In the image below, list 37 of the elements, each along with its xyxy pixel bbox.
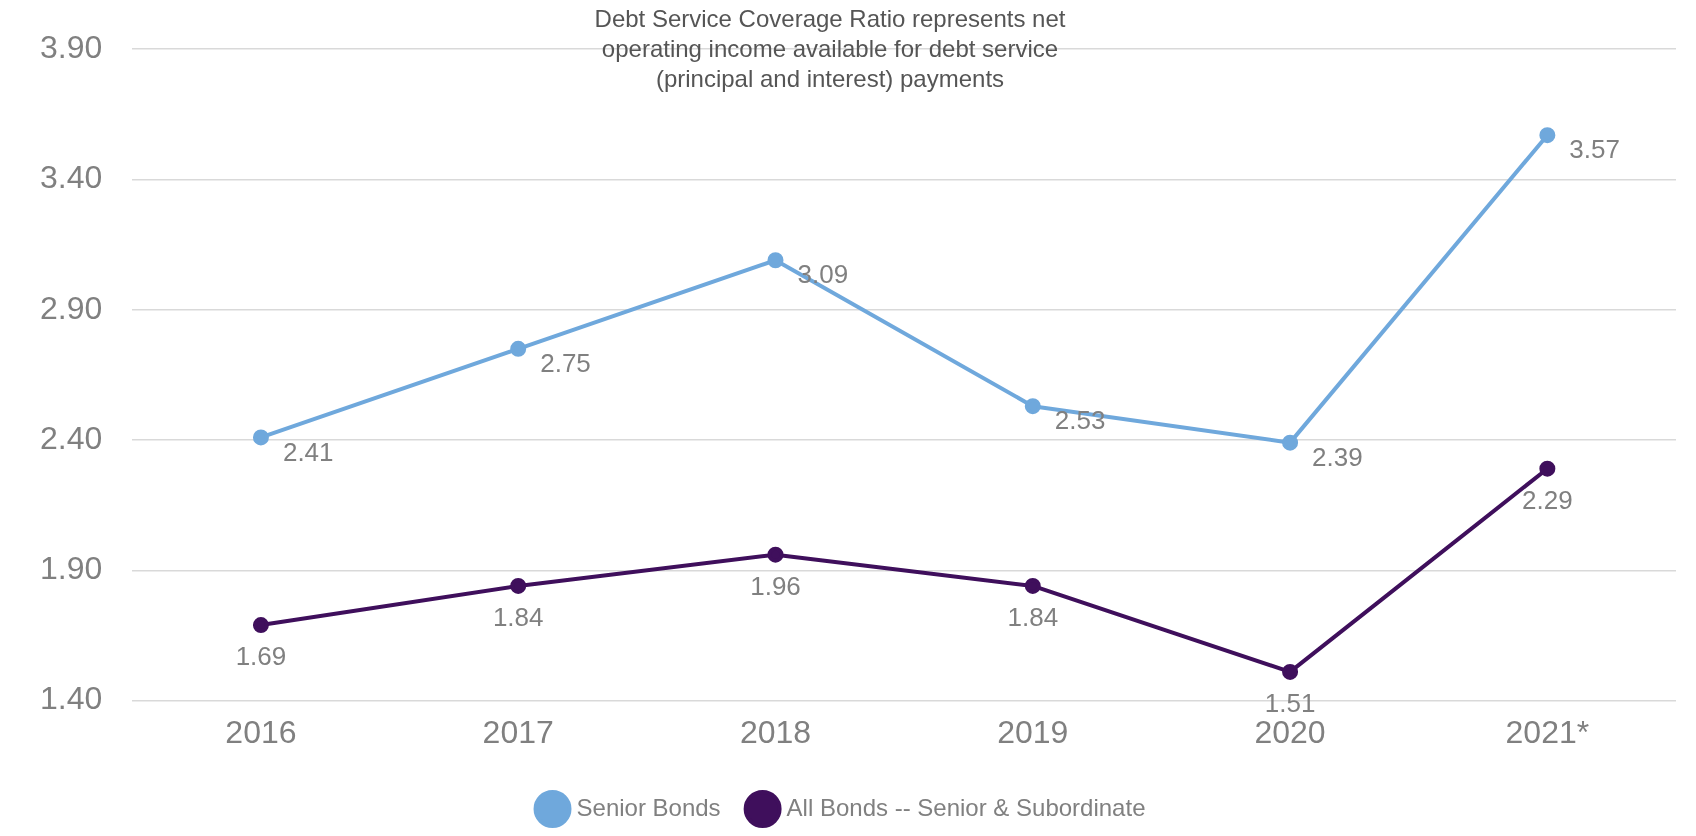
data-label: 3.57: [1569, 134, 1620, 165]
point: [510, 340, 527, 357]
point: [1539, 460, 1556, 477]
point: [767, 546, 784, 563]
data-label: 1.84: [1007, 602, 1059, 633]
data-label: 2.29: [1522, 484, 1573, 515]
point: [510, 577, 527, 594]
data-label: 3.09: [797, 259, 849, 290]
y-tick-label: 3.90: [40, 29, 103, 66]
x-tick-label: 2017: [482, 713, 554, 750]
data-label: 2.53: [1054, 405, 1106, 436]
data-label: 1.69: [235, 641, 287, 672]
point: [1024, 398, 1041, 415]
legend-label: All Bonds -- Senior & Subordinate: [786, 793, 1146, 821]
data-label: 2.39: [1312, 441, 1363, 472]
y-tick-label: 1.40: [40, 680, 103, 717]
y-tick-label: 2.90: [40, 289, 103, 326]
point: [252, 429, 269, 446]
x-tick-label: 2018: [739, 713, 812, 750]
data-label: 2.75: [540, 348, 591, 379]
y-tick-label: 2.40: [40, 419, 103, 456]
point: [1539, 127, 1556, 144]
x-tick-label: 2021*: [1505, 713, 1590, 750]
legend-label: Senior Bonds: [576, 793, 721, 821]
point: [252, 617, 269, 634]
x-tick-label: 2016: [225, 713, 297, 750]
y-tick-label: 1.90: [40, 550, 103, 587]
point: [1282, 434, 1299, 451]
point: [1024, 577, 1041, 594]
chart-title: Debt Service Coverage Ratio represents net operating income available for debt service (principal and interest) payments: [593, 4, 1067, 94]
x-tick-label: 2019: [997, 713, 1069, 750]
data-label: 1.84: [492, 602, 544, 633]
point: [1282, 663, 1299, 680]
data-label: 1.96: [750, 570, 801, 601]
point: [767, 252, 784, 269]
y-tick-label: 3.40: [40, 159, 103, 196]
data-label: 2.41: [282, 436, 334, 467]
